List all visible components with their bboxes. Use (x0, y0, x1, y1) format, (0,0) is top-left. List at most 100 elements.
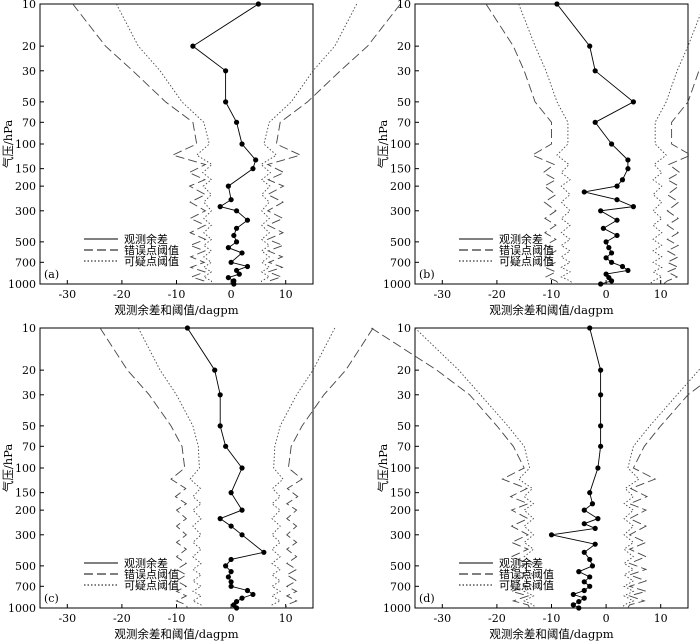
legend-label: 观测余差 (499, 232, 543, 246)
y-tick-label: 20 (22, 40, 36, 53)
residual-point (625, 267, 631, 274)
residual-point (231, 281, 237, 287)
residual-point (228, 579, 234, 585)
residual-point (581, 189, 587, 195)
error-threshold-right (285, 327, 374, 609)
x-tick-label: -20 (113, 288, 131, 301)
residual-point (228, 490, 234, 496)
residual-point (244, 587, 251, 594)
suspect-threshold-right (271, 327, 336, 608)
y-tick-label: 30 (22, 65, 36, 78)
residual-point (239, 532, 245, 538)
residual-point (217, 204, 223, 210)
residual-point (233, 239, 240, 245)
panel-label: (c) (44, 592, 59, 605)
y-axis-title: 气压/hPa (1, 444, 15, 493)
error-threshold-right (663, 67, 700, 285)
y-tick-label: 300 (15, 529, 36, 542)
y-tick-label: 70 (397, 116, 411, 129)
residual-point (608, 250, 615, 256)
residual-point (581, 595, 587, 601)
plot-frame (414, 327, 689, 609)
residual-point (608, 141, 615, 147)
residual-point (598, 208, 604, 214)
residual-point (228, 523, 234, 529)
residual-point (190, 43, 196, 49)
legend-label: 错误点阈值 (499, 243, 554, 257)
x-tick-label: 10 (279, 612, 293, 625)
residual-point (587, 490, 593, 496)
residual-line (192, 3, 259, 284)
error-threshold-left (485, 3, 560, 285)
residual-point (231, 232, 237, 239)
legend-label: 观测余差 (499, 556, 543, 570)
residual-point (595, 465, 601, 471)
legend-label: 可疑点阈值 (124, 254, 179, 268)
x-tick-label: 10 (654, 288, 668, 301)
x-tick-label: -30 (58, 288, 76, 301)
residual-point (603, 239, 609, 245)
y-tick-label: 300 (390, 529, 411, 542)
residual-point (233, 119, 240, 125)
x-tick-label: 0 (228, 612, 235, 625)
residual-point (570, 602, 576, 608)
y-axis-title: 气压/hPa (376, 444, 390, 493)
error-threshold-left (99, 327, 188, 609)
residual-point (600, 225, 606, 231)
residual-point (587, 583, 593, 589)
residual-point (239, 595, 245, 601)
y-tick-label: 30 (397, 389, 411, 402)
y-tick-label: 70 (22, 440, 36, 453)
residual-point (592, 119, 598, 125)
legend-label: 观测余差 (124, 232, 168, 246)
legend-label: 错误点阈值 (499, 567, 554, 581)
legend-label: 可疑点阈值 (499, 578, 554, 592)
residual-line (556, 3, 636, 285)
residual-point (225, 183, 231, 189)
residual-point (576, 605, 582, 611)
residual-point (630, 99, 637, 105)
residual-point (223, 68, 229, 74)
residual-point (614, 232, 620, 239)
residual-point (614, 197, 620, 203)
residual-point (228, 197, 234, 203)
y-axis-title: 气压/hPa (376, 120, 390, 169)
y-tick-label: 200 (390, 180, 411, 193)
x-tick-label: 10 (654, 612, 668, 625)
residual-point (233, 208, 240, 214)
y-tick-label: 700 (390, 580, 411, 593)
suspect-threshold-right (260, 3, 358, 285)
x-tick-label: -10 (543, 612, 561, 625)
residual-point (548, 532, 555, 538)
y-tick-label: 700 (15, 256, 36, 269)
residual-point (250, 166, 256, 172)
legend-label: 错误点阈值 (124, 567, 179, 581)
residual-point (614, 217, 620, 223)
residual-point (217, 423, 223, 429)
error-threshold-left (72, 3, 207, 285)
residual-point (598, 367, 604, 373)
residual-point (233, 267, 240, 274)
y-tick-label: 30 (397, 65, 411, 78)
residual-point (225, 274, 231, 281)
y-tick-label: 10 (397, 322, 411, 335)
residual-point (589, 501, 596, 507)
y-tick-label: 50 (397, 96, 411, 109)
panel-label: (a) (44, 268, 59, 281)
y-tick-label: 70 (22, 116, 36, 129)
y-tick-label: 150 (15, 163, 36, 176)
x-axis-title: 观测余差和阈值/dagpm (114, 303, 238, 317)
x-tick-label: -10 (543, 288, 561, 301)
y-tick-label: 30 (22, 389, 36, 402)
y-tick-label: 700 (390, 256, 411, 269)
y-tick-label: 10 (397, 0, 411, 11)
residual-point (589, 563, 596, 569)
residual-point (255, 1, 261, 7)
y-tick-label: 500 (390, 236, 411, 249)
residual-point (606, 245, 612, 251)
residual-point (587, 556, 593, 563)
residual-point (250, 591, 256, 598)
residual-point (212, 367, 218, 373)
